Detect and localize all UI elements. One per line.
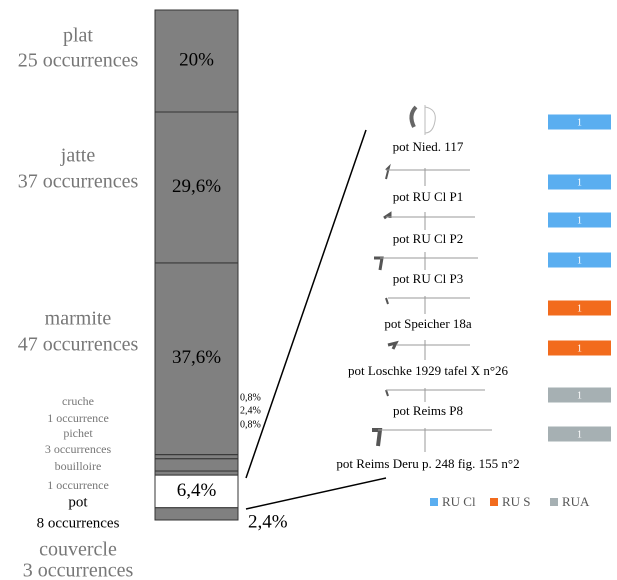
occurrence-label: 1 occurrence	[47, 478, 109, 492]
legend-swatch	[430, 498, 438, 506]
pot-label: pot RU Cl P2	[393, 231, 463, 246]
occurrence-label: 25 occurrences	[18, 50, 139, 72]
occurrence-label: 47 occurrences	[18, 334, 139, 356]
legend-swatch	[550, 498, 558, 506]
legend-swatch	[490, 498, 498, 506]
bar-segment	[154, 454, 239, 460]
category-label: pot	[68, 494, 88, 510]
value-label: 29,6%	[172, 176, 221, 197]
category-label: marmite	[45, 308, 112, 330]
connector-line	[245, 477, 387, 510]
connector-line	[245, 129, 367, 479]
pot-label: pot Reims P8	[393, 403, 463, 418]
category-label: pichet	[63, 426, 93, 440]
bar	[548, 212, 611, 228]
category-label: plat	[63, 25, 93, 47]
bar	[548, 426, 611, 442]
data-label: 1	[577, 177, 582, 188]
pot-label: pot Reims Deru p. 248 fig. 155 n°2	[336, 456, 519, 471]
pot-label: pot Speicher 18a	[384, 316, 472, 331]
category-label: cruche	[62, 394, 94, 408]
bar	[548, 114, 611, 130]
bar	[548, 340, 611, 356]
data-label: 1	[577, 215, 582, 226]
occurrence-label: 37 occurrences	[18, 171, 139, 193]
bar	[548, 387, 611, 403]
legend-label: RU S	[502, 494, 531, 509]
stacked-bar: plat 25 occurrences 20% jatte 37 occurrences…	[18, 9, 288, 580]
data-label: 1	[577, 303, 582, 314]
occurrence-label: 3 occurrences	[45, 442, 112, 456]
bar	[548, 174, 611, 190]
value-label: 2,4%	[240, 405, 261, 416]
data-label: 1	[577, 255, 582, 266]
data-label: 1	[577, 429, 582, 440]
pot-label: pot Loschke 1929 tafel X n°26	[348, 363, 509, 378]
bar-segment	[154, 9, 239, 113]
value-label: 37,6%	[172, 347, 221, 368]
bar-segment	[154, 474, 239, 509]
bar-segment	[154, 262, 239, 456]
value-label: 0,8%	[240, 392, 261, 403]
data-label: 1	[577, 117, 582, 128]
value-label: 0,8%	[240, 419, 261, 430]
pot-profiles	[372, 105, 492, 452]
pot-label: pot Nied. 117	[393, 139, 464, 154]
legend-label: RU Cl	[442, 494, 476, 509]
category-label: bouilloire	[55, 459, 102, 473]
legend-label: RUA	[562, 494, 590, 509]
bar-segment	[154, 111, 239, 264]
value-label: 20%	[179, 49, 214, 70]
data-label: 1	[577, 390, 582, 401]
pot-breakdown: pot Nied. 117 pot RU Cl P1 pot RU Cl P2 pot…	[336, 114, 611, 509]
pot-label: pot RU Cl P3	[393, 271, 463, 286]
data-label: 1	[577, 343, 582, 354]
occurrence-label: 8 occurrences	[37, 515, 120, 531]
value-label: 6,4%	[177, 480, 217, 501]
pot-label: pot RU Cl P1	[393, 189, 463, 204]
occurrence-label: 1 occurrence	[47, 411, 109, 425]
bar-segment	[154, 470, 239, 476]
occurrence-label: 3 occurrences	[23, 560, 134, 580]
bar	[548, 252, 611, 268]
bar-segment	[154, 507, 239, 521]
value-label: 2,4%	[248, 511, 288, 532]
bar	[548, 300, 611, 316]
bar-segment	[154, 458, 239, 472]
category-label: couvercle	[39, 539, 117, 561]
category-label: jatte	[60, 145, 96, 167]
